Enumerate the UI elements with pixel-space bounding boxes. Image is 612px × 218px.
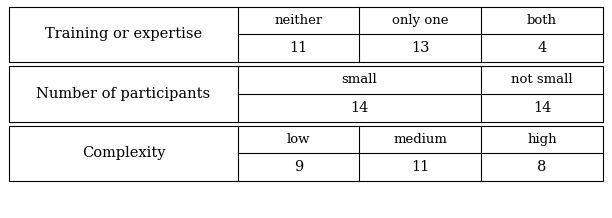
- Text: high: high: [527, 133, 557, 146]
- Text: 8: 8: [537, 160, 547, 174]
- Text: Training or expertise: Training or expertise: [45, 27, 202, 41]
- Text: neither: neither: [274, 14, 323, 27]
- Bar: [9, 7, 603, 62]
- Text: not small: not small: [511, 73, 573, 87]
- Text: 11: 11: [411, 160, 430, 174]
- Bar: [9, 66, 603, 122]
- Text: low: low: [287, 133, 310, 146]
- Text: 14: 14: [533, 101, 551, 115]
- Text: 4: 4: [537, 41, 547, 55]
- Text: Number of participants: Number of participants: [36, 87, 211, 101]
- Bar: [9, 126, 603, 181]
- Text: 11: 11: [289, 41, 308, 55]
- Text: Complexity: Complexity: [82, 146, 165, 160]
- Text: 13: 13: [411, 41, 430, 55]
- Text: only one: only one: [392, 14, 449, 27]
- Text: medium: medium: [394, 133, 447, 146]
- Text: small: small: [341, 73, 378, 87]
- Text: 14: 14: [350, 101, 368, 115]
- Text: 9: 9: [294, 160, 303, 174]
- Text: both: both: [527, 14, 557, 27]
